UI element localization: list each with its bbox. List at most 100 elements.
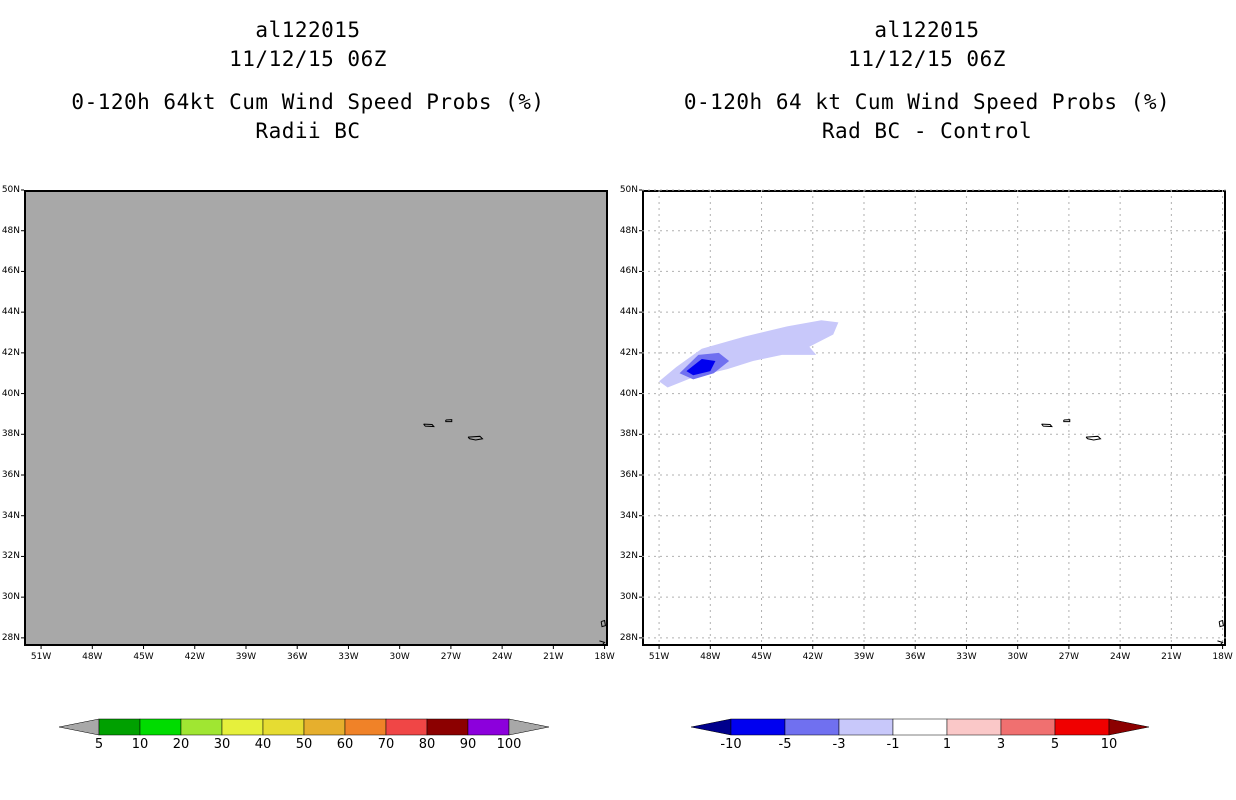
lat-label: 38N — [619, 429, 638, 440]
lon-label: 21W — [543, 652, 564, 662]
lat-label: 30N — [619, 592, 638, 603]
colorbar-label: -3 — [832, 737, 846, 752]
colorbar-label: 40 — [254, 737, 272, 752]
island-outline — [1218, 619, 1225, 628]
colorbar-box — [838, 718, 894, 736]
lon-label: 39W — [235, 652, 257, 662]
lat-label: 46N — [1, 266, 20, 277]
lon-label: 18W — [1212, 652, 1233, 662]
colorbar-label: -1 — [886, 737, 900, 752]
island-outline — [1217, 640, 1224, 645]
island-outline — [599, 640, 606, 645]
lat-label: 34N — [1, 510, 20, 521]
colorbar-label: 90 — [459, 737, 477, 752]
colorbar-end-high — [1108, 718, 1150, 736]
colorbar-label: -5 — [778, 737, 792, 752]
right-map-panel — [642, 190, 1226, 646]
lat-label: 32N — [619, 551, 638, 562]
lon-label: 27W — [440, 652, 462, 662]
right-subtitle: Rad BC - Control — [821, 119, 1033, 143]
colorbar-label: 10 — [131, 737, 149, 752]
lat-label: 42N — [1, 347, 20, 358]
island-outline — [1085, 435, 1102, 441]
colorbar-label: 20 — [172, 737, 190, 752]
island-outline — [1063, 419, 1071, 423]
right-storm-id: al122015 — [874, 18, 980, 42]
colorbar-label: -10 — [720, 737, 742, 752]
lon-label: 45W — [133, 652, 154, 662]
colorbar-box — [946, 718, 1002, 736]
colorbar-label: 30 — [213, 737, 231, 752]
colorbar-label: 70 — [377, 737, 395, 752]
colorbar-label: 10 — [1100, 737, 1118, 752]
lat-label: 34N — [619, 510, 638, 521]
lat-label: 28N — [1, 632, 20, 643]
lon-label: 48W — [700, 652, 721, 662]
colorbar-box — [1054, 718, 1110, 736]
lat-label: 50N — [619, 185, 638, 195]
lon-label: 51W — [648, 652, 670, 662]
colorbar-end-high — [508, 718, 550, 736]
lat-label: 44N — [619, 307, 638, 318]
right-datetime: 11/12/15 06Z — [848, 47, 1006, 71]
colorbar-box — [892, 718, 948, 736]
lat-label: 48N — [1, 225, 20, 236]
lon-label: 33W — [338, 652, 359, 662]
lat-label: 46N — [619, 266, 638, 277]
lat-label: 40N — [1, 388, 20, 399]
lat-label: 30N — [1, 592, 20, 603]
lon-label: 51W — [30, 652, 52, 662]
lat-label: 44N — [1, 307, 20, 318]
right-product-title: 0-120h 64 kt Cum Wind Speed Probs (%) — [683, 90, 1171, 114]
colorbar-box — [784, 718, 840, 736]
colorbar-label: 80 — [418, 737, 436, 752]
lon-label: 30W — [1007, 652, 1028, 662]
left-storm-id: al122015 — [255, 18, 361, 42]
lon-label: 18W — [594, 652, 615, 662]
right-title-block: al122015 11/12/15 06Z 0-120h 64 kt Cum W… — [627, 16, 1227, 146]
lat-label: 32N — [1, 551, 20, 562]
lon-label: 27W — [1058, 652, 1080, 662]
island-outline — [467, 435, 484, 441]
lat-label: 38N — [1, 429, 20, 440]
lon-label: 24W — [491, 652, 513, 662]
colorbar-label: 100 — [496, 737, 522, 752]
island-outline — [423, 423, 435, 428]
colorbar-box — [1000, 718, 1056, 736]
colorbar-label: 5 — [1050, 737, 1060, 752]
colorbar-label: 60 — [336, 737, 354, 752]
lat-label: 50N — [1, 185, 20, 195]
lon-label: 33W — [956, 652, 977, 662]
lat-label: 36N — [1, 470, 20, 480]
left-map-panel — [24, 190, 608, 646]
lon-label: 45W — [751, 652, 772, 662]
left-subtitle: Radii BC — [255, 119, 361, 143]
colorbar-label: 1 — [942, 737, 952, 752]
left-title-block: al122015 11/12/15 06Z 0-120h 64kt Cum Wi… — [8, 16, 608, 146]
lon-label: 21W — [1161, 652, 1182, 662]
lon-label: 42W — [802, 652, 823, 662]
lat-label: 28N — [619, 632, 638, 643]
lat-label: 40N — [619, 388, 638, 399]
colorbar-box — [730, 718, 786, 736]
colorbar-label: 3 — [996, 737, 1006, 752]
colorbar-label: 5 — [94, 737, 104, 752]
lon-label: 39W — [853, 652, 875, 662]
lon-label: 36W — [287, 652, 308, 662]
diff-contour-strong — [686, 358, 716, 376]
lat-label: 42N — [619, 347, 638, 358]
colorbar-label: 50 — [295, 737, 313, 752]
left-product-title: 0-120h 64kt Cum Wind Speed Probs (%) — [71, 90, 545, 114]
lat-label: 48N — [619, 225, 638, 236]
island-outline — [445, 419, 453, 423]
left-datetime: 11/12/15 06Z — [229, 47, 387, 71]
lon-label: 42W — [184, 652, 205, 662]
lon-label: 36W — [905, 652, 926, 662]
island-outline — [1041, 423, 1053, 428]
lon-label: 24W — [1109, 652, 1131, 662]
lon-label: 48W — [82, 652, 103, 662]
